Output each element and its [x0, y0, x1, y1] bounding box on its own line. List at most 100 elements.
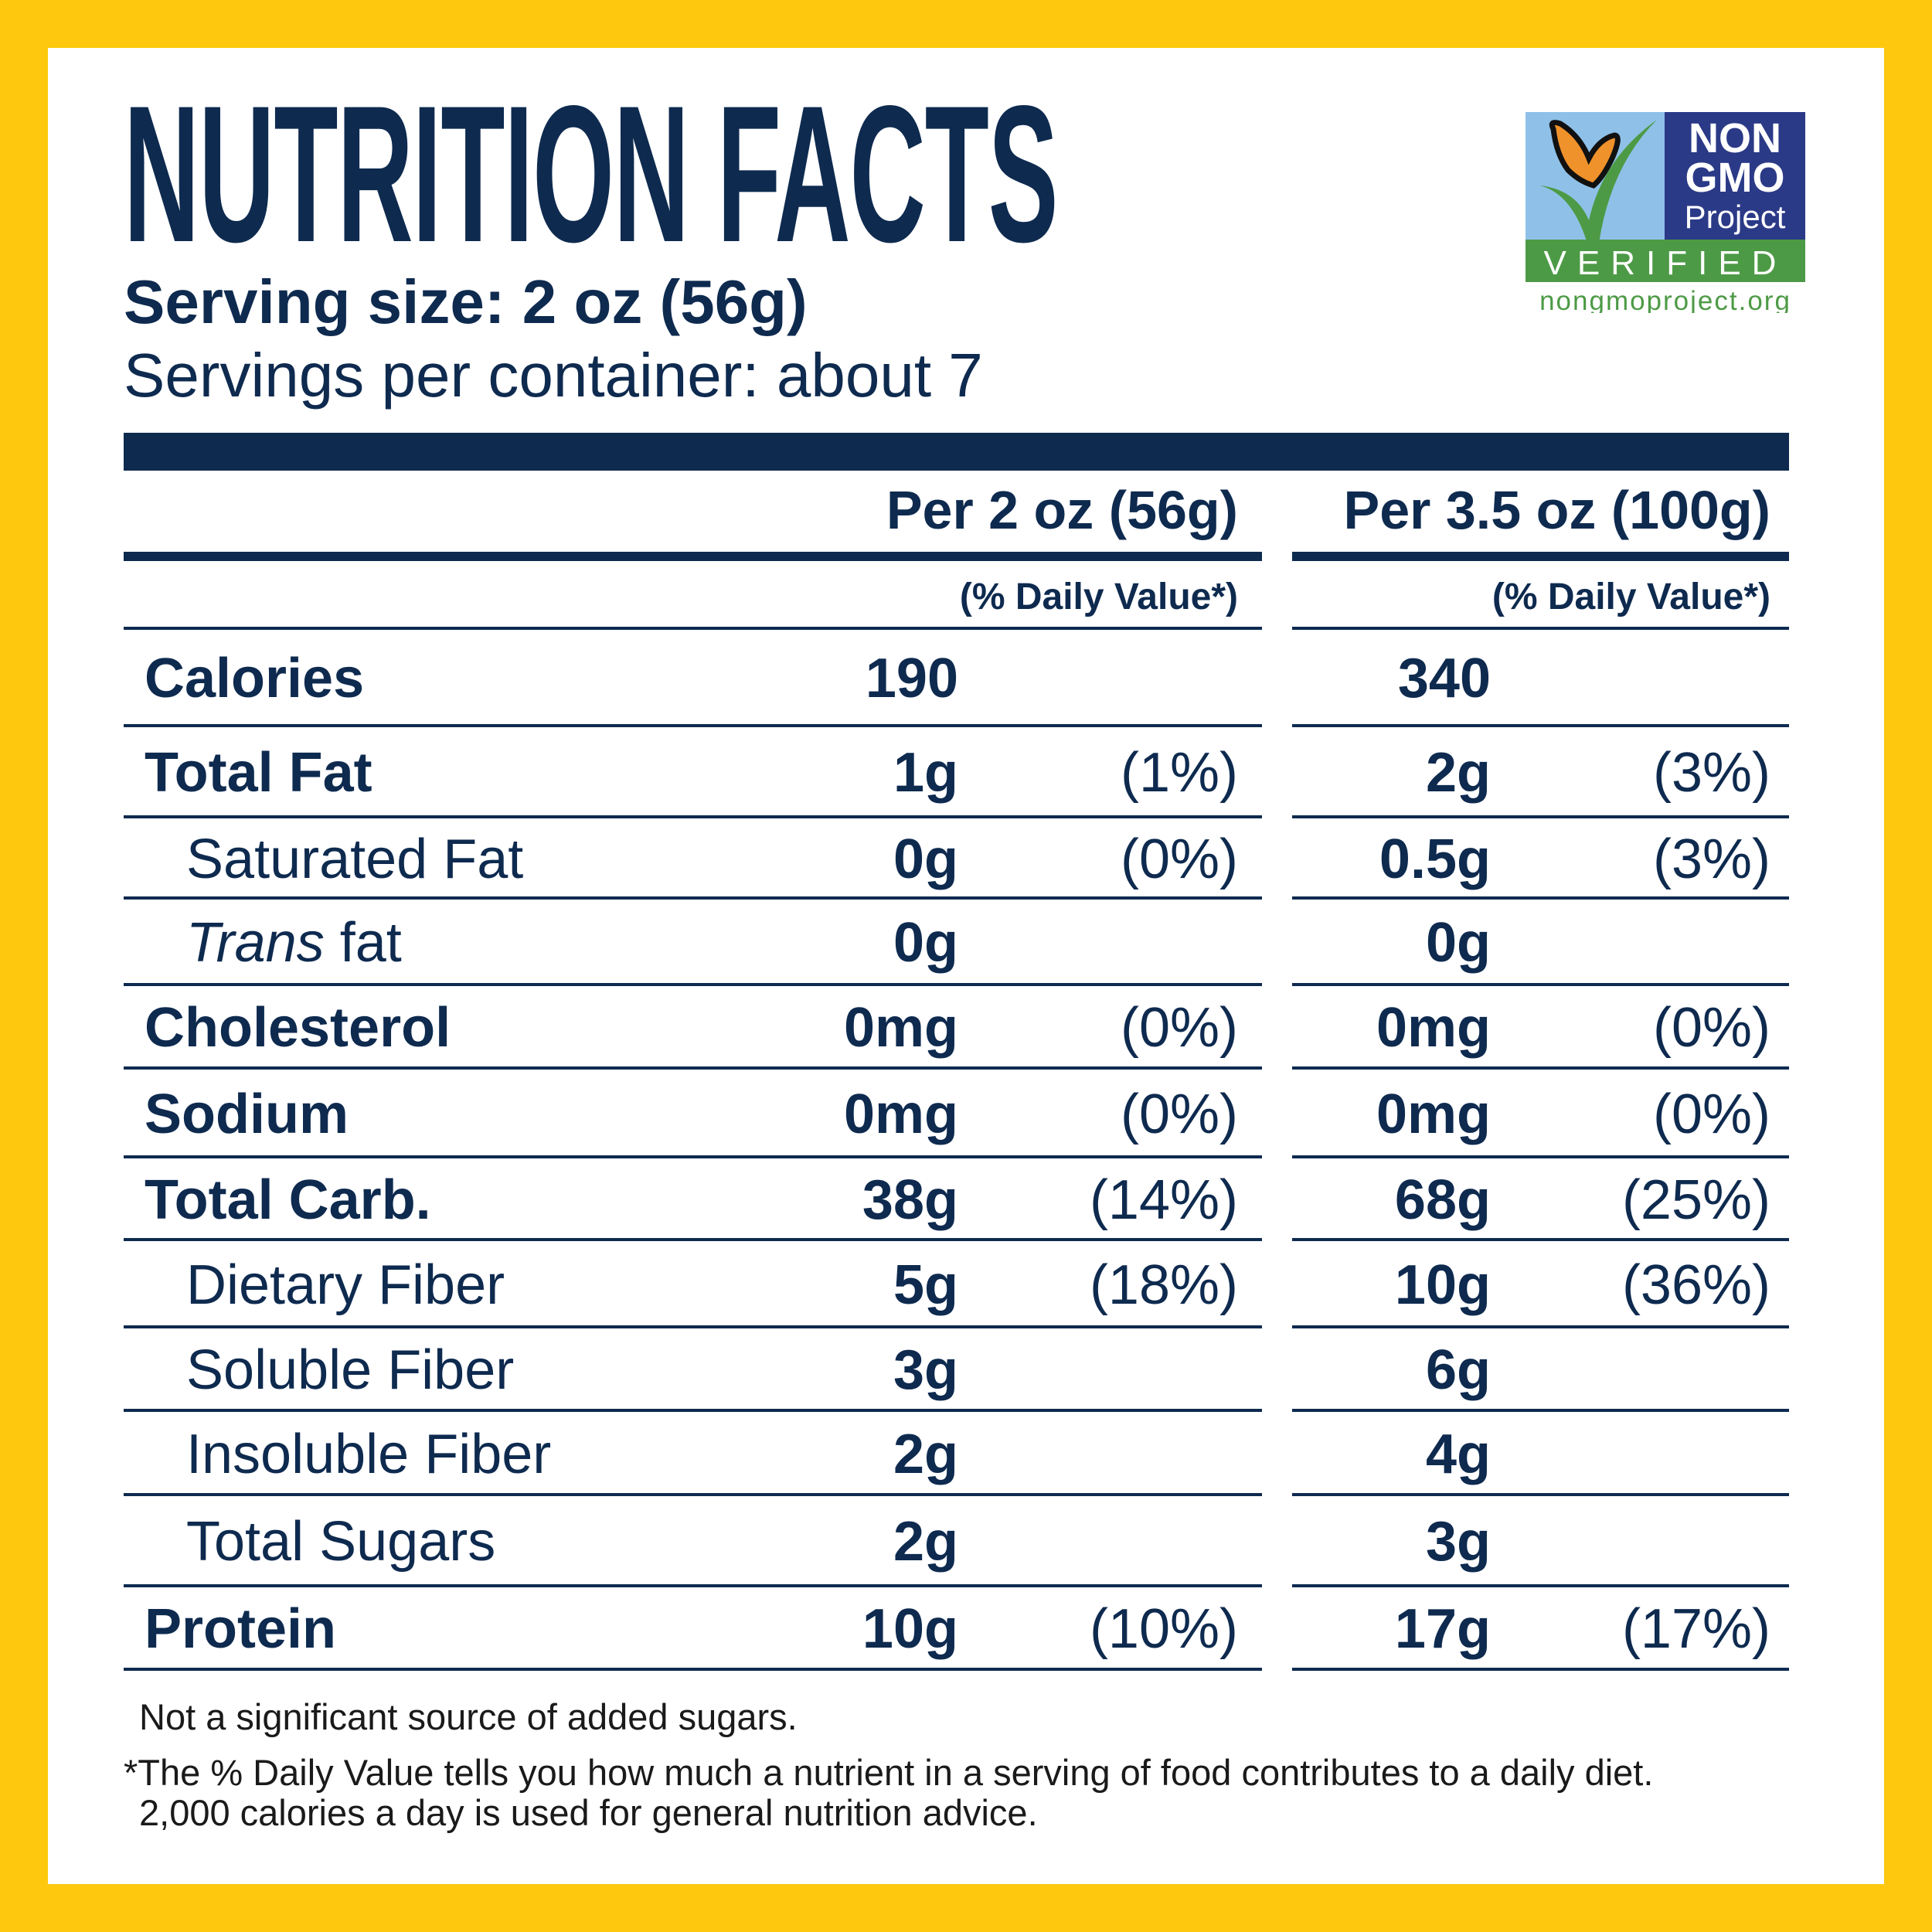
row-divider: [1292, 724, 1789, 727]
daily-value-footnote-line1: *The % Daily Value tells you how much a …: [124, 1752, 1654, 1793]
daily-value-per-serving: (18%): [1089, 1253, 1238, 1316]
row-divider: [124, 1325, 1262, 1328]
amount-per-100g: 68g: [1394, 1168, 1491, 1231]
amount-per-100g: 6g: [1425, 1339, 1491, 1401]
row-divider: [124, 1584, 1262, 1587]
daily-value-per-100g: (0%): [1652, 1083, 1770, 1145]
amount-per-serving: 0mg: [843, 997, 958, 1059]
amount-per-100g: 3g: [1425, 1511, 1491, 1573]
row-divider: [1292, 1066, 1789, 1070]
amount-per-100g: 4g: [1425, 1423, 1491, 1485]
svg-text:GMO: GMO: [1685, 155, 1785, 201]
svg-text:NON: NON: [1689, 115, 1781, 162]
daily-value-per-100g: (36%): [1621, 1253, 1770, 1316]
column-header-per-serving: Per 2 oz (56g): [886, 480, 1238, 540]
daily-value-per-serving: (10%): [1089, 1598, 1238, 1660]
row-divider: [124, 627, 1262, 630]
row-divider: [1292, 627, 1789, 630]
row-divider: [1292, 1668, 1789, 1671]
row-divider: [124, 1493, 1262, 1496]
row-divider: [1292, 983, 1789, 986]
nutrient-label: Calories: [145, 648, 365, 709]
row-divider: [1292, 1409, 1789, 1412]
row-divider: [124, 1238, 1262, 1241]
thick-divider: [124, 433, 1789, 471]
daily-value-per-serving: (0%): [1120, 828, 1238, 890]
nutrient-label: Total Sugars: [186, 1511, 496, 1573]
nutrient-label-text: fat: [324, 912, 402, 974]
amount-per-100g: 0.5g: [1379, 828, 1491, 890]
amount-per-serving: 190: [865, 648, 958, 709]
amount-per-serving: 5g: [893, 1253, 958, 1316]
amount-per-serving: 38g: [862, 1168, 958, 1231]
row-divider: [1292, 1238, 1789, 1241]
row-divider: [124, 896, 1262, 900]
row-divider: [124, 1668, 1262, 1671]
svg-text:VERIFIED: VERIFIED: [1544, 244, 1787, 282]
amount-per-100g: 2g: [1425, 742, 1491, 804]
column-divider-1: [124, 552, 1262, 561]
daily-value-per-serving: (0%): [1120, 997, 1238, 1059]
servings-per-container: Servings per container: about 7: [124, 341, 983, 410]
nutrient-label: Insoluble Fiber: [186, 1423, 552, 1485]
daily-value-header-1: (% Daily Value*): [959, 577, 1238, 617]
row-divider: [1292, 1325, 1789, 1328]
daily-value-per-100g: (3%): [1652, 828, 1770, 890]
nutrient-label-italic: Trans: [186, 912, 325, 974]
daily-value-per-100g: (25%): [1621, 1168, 1770, 1231]
amount-per-100g: 17g: [1394, 1598, 1491, 1660]
amount-per-serving: 0g: [893, 828, 958, 890]
daily-value-per-serving: (1%): [1120, 742, 1238, 804]
serving-size: Serving size: 2 oz (56g): [124, 267, 808, 336]
nutrient-label: Sodium: [145, 1083, 349, 1145]
row-divider: [124, 1155, 1262, 1158]
label-panel: [48, 48, 1884, 1884]
amount-per-100g: 0mg: [1376, 1083, 1491, 1145]
amount-per-100g: 0g: [1425, 912, 1491, 974]
daily-value-per-100g: (3%): [1652, 742, 1770, 804]
nutrient-label: Cholesterol: [145, 997, 451, 1059]
nutrient-label: Trans fat: [186, 915, 402, 971]
svg-text:nongmoproject.org: nongmoproject.org: [1539, 286, 1791, 313]
amount-per-serving: 10g: [862, 1598, 958, 1660]
column-header-per-100g: Per 3.5 oz (100g): [1343, 480, 1770, 540]
row-divider: [124, 1409, 1262, 1412]
non-gmo-verified-logo: NON GMO Project VERIFIED nongmoproject.o…: [1526, 112, 1805, 313]
daily-value-per-100g: (17%): [1621, 1598, 1770, 1660]
added-sugars-note: Not a significant source of added sugars…: [139, 1696, 798, 1737]
row-divider: [124, 815, 1262, 818]
amount-per-serving: 2g: [893, 1423, 958, 1485]
amount-per-serving: 3g: [893, 1339, 958, 1401]
leaf-icon: [1539, 120, 1657, 243]
daily-value-per-100g: (0%): [1652, 997, 1770, 1059]
row-divider: [124, 983, 1262, 986]
row-divider: [124, 724, 1262, 727]
daily-value-header-2: (% Daily Value*): [1492, 577, 1770, 617]
amount-per-100g: 0mg: [1376, 997, 1491, 1059]
svg-text:Project: Project: [1685, 199, 1786, 235]
nutrient-label: Protein: [145, 1598, 337, 1660]
row-divider: [1292, 1493, 1789, 1496]
nutrient-label: Total Fat: [145, 742, 372, 804]
daily-value-footnote-line2: 2,000 calories a day is used for general…: [139, 1792, 1038, 1833]
row-divider: [124, 1066, 1262, 1070]
amount-per-100g: 10g: [1394, 1253, 1491, 1316]
amount-per-serving: 0mg: [843, 1083, 958, 1145]
column-divider-2: [1292, 552, 1789, 561]
daily-value-per-serving: (0%): [1120, 1083, 1238, 1145]
amount-per-100g: 340: [1397, 648, 1491, 709]
row-divider: [1292, 1584, 1789, 1587]
row-divider: [1292, 896, 1789, 900]
nutrient-label: Total Carb.: [145, 1168, 431, 1231]
amount-per-serving: 1g: [893, 742, 958, 804]
amount-per-serving: 0g: [893, 912, 958, 974]
row-divider: [1292, 1155, 1789, 1158]
amount-per-serving: 2g: [893, 1511, 958, 1573]
nutrient-label: Dietary Fiber: [186, 1253, 505, 1316]
row-divider: [1292, 815, 1789, 818]
butterfly-icon: [1549, 120, 1621, 189]
daily-value-per-serving: (14%): [1089, 1168, 1238, 1231]
nutrient-label: Saturated Fat: [186, 828, 524, 890]
page-title: NUTRITION FACTS: [124, 66, 1059, 283]
nutrient-label: Soluble Fiber: [186, 1339, 515, 1401]
